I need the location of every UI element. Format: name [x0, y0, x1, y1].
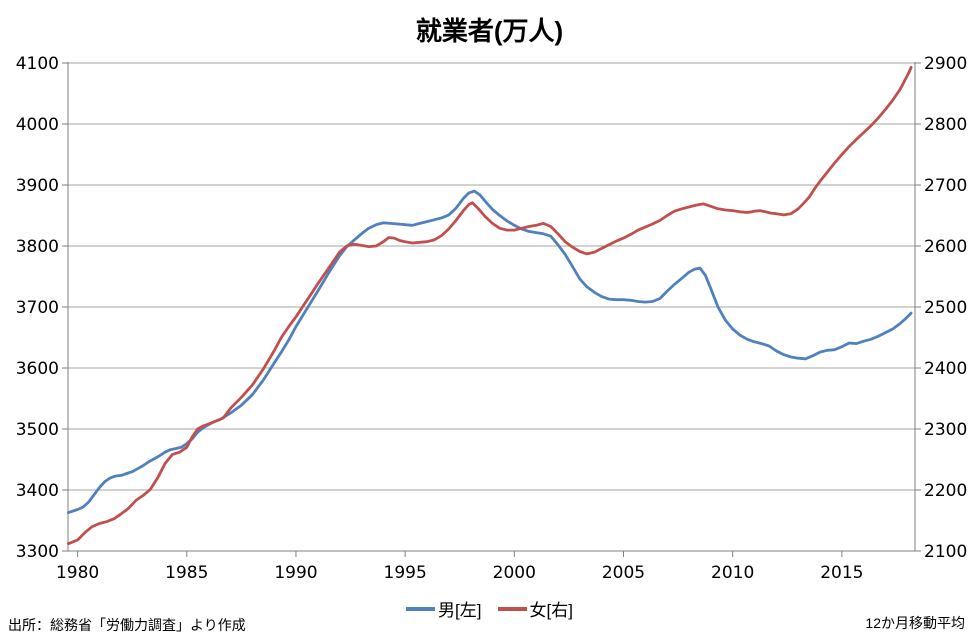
- x-tick-label: 1990: [274, 563, 317, 583]
- x-tick-label: 1995: [384, 563, 427, 583]
- y-left-tick-label: 3500: [16, 420, 59, 440]
- legend-item-male: 男[左]: [406, 596, 482, 621]
- source-note: 出所：総務省「労働力調査」より作成: [8, 617, 246, 633]
- y-left-tick-label: 4000: [16, 115, 59, 135]
- tick-marks: [62, 62, 921, 557]
- x-tick-label: 2000: [493, 563, 536, 583]
- legend-item-female: 女[右]: [497, 596, 573, 621]
- male-series-line: [67, 189, 913, 514]
- male-line-swatch: [406, 606, 436, 611]
- y-right-tick-label: 2200: [924, 481, 967, 501]
- y-right-tick-label: 2900: [924, 54, 967, 74]
- gridlines: [68, 62, 915, 491]
- y-left-tick-label: 3900: [16, 176, 59, 196]
- y-left-tick-label: 3800: [16, 237, 59, 257]
- y-left-tick-label: 3300: [16, 542, 59, 562]
- x-tick-label: 2005: [602, 563, 645, 583]
- x-tick-label: 2015: [820, 563, 863, 583]
- y-left-tick-label: 3600: [16, 359, 59, 379]
- y-left-tick-label: 3400: [16, 481, 59, 501]
- y-left-tick-label: 4100: [16, 54, 59, 74]
- legend-label-female: 女[右]: [529, 601, 573, 620]
- x-tick-label: 2010: [711, 563, 754, 583]
- y-right-tick-label: 2600: [924, 237, 967, 257]
- x-axis-labels: 1980 1985 1990 1995 2000 2005 2010 2015: [56, 563, 864, 583]
- y-right-tick-label: 2400: [924, 359, 967, 379]
- legend: 男[左] 女[右]: [0, 596, 979, 621]
- chart-title: 就業者(万人): [415, 16, 564, 46]
- y-right-tick-label: 2100: [924, 542, 967, 562]
- x-tick-label: 1980: [56, 563, 99, 583]
- y-left-tick-label: 3700: [16, 298, 59, 318]
- y-right-tick-label: 2300: [924, 420, 967, 440]
- legend-label-male: 男[左]: [438, 601, 482, 620]
- x-tick-label: 1985: [165, 563, 208, 583]
- line-chart: 4100 4000 3900 3800 3700 3600 3500 3400 3300 2900…: [16, 54, 968, 583]
- female-line-swatch: [497, 606, 527, 611]
- y-right-tick-label: 2500: [924, 298, 967, 318]
- y-axis-right-labels: 2900 2800 2700 2600 2500 2400 2300 2200 2100: [924, 54, 967, 562]
- y-right-tick-label: 2700: [924, 176, 967, 196]
- y-right-tick-label: 2800: [924, 115, 967, 135]
- y-axis-left-labels: 4100 4000 3900 3800 3700 3600 3500 3400 3300: [16, 54, 59, 562]
- moving-average-note: 12か月移動平均: [865, 615, 965, 631]
- female-series-line: [67, 65, 913, 546]
